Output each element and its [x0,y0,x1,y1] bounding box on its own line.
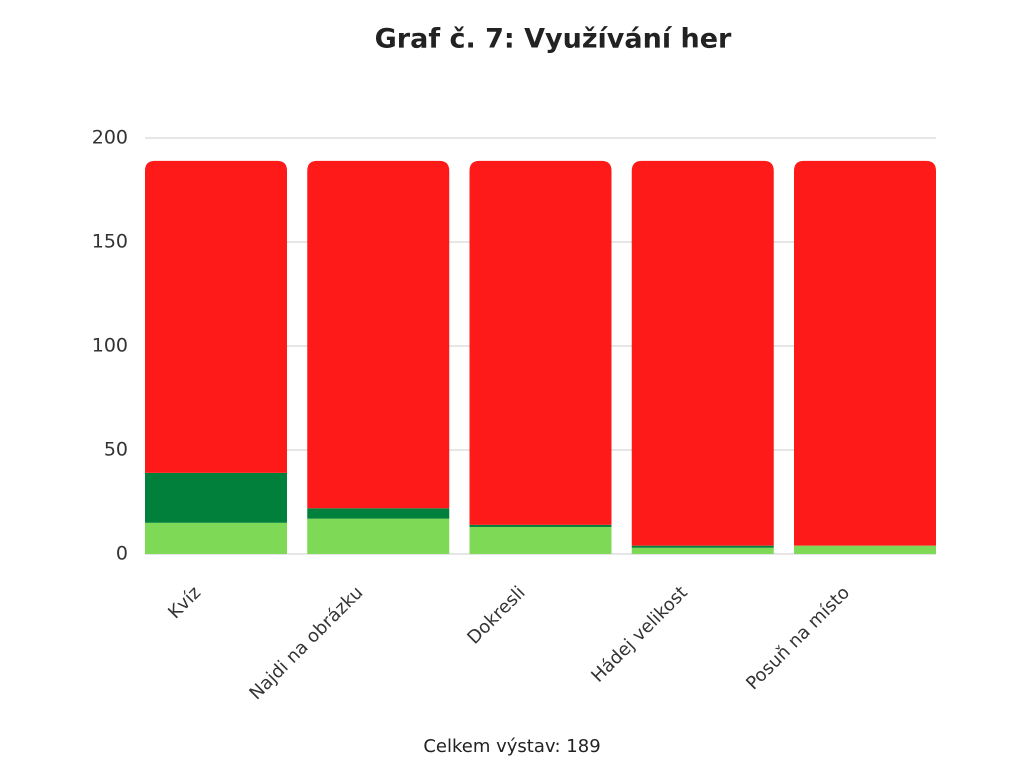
y-tick-label: 200 [92,127,128,149]
bar-segment [631,545,774,548]
x-tick-label: Najdi na obrázku [245,582,367,704]
y-tick-label: 150 [92,231,128,253]
bar-segment [794,545,936,554]
x-tick-label: Posuň na místo [742,582,854,694]
bar-segment [631,160,774,546]
bar-segment [794,160,936,546]
y-tick-label: 0 [116,543,128,565]
bar-segment [469,526,612,554]
y-tick-label: 50 [104,439,128,461]
y-tick-label: 100 [92,335,128,357]
x-tick-label: Kvíz [164,582,205,623]
bar-segment [145,160,287,473]
bar-segment [307,518,450,554]
annotation: Celkem výstav: 189 [423,736,600,757]
bar-segment [469,524,612,527]
bar-segment [145,472,287,523]
bar-segment [145,522,287,554]
bar-segment [631,547,774,554]
x-tick-label: Dokresli [463,582,529,648]
chart-title: Graf č. 7: Využívání her [375,24,732,55]
bar-segment [307,160,450,509]
x-tick-label: Hádej velikost [587,582,691,686]
bar-segment [307,508,450,519]
bar-segment [469,160,612,525]
